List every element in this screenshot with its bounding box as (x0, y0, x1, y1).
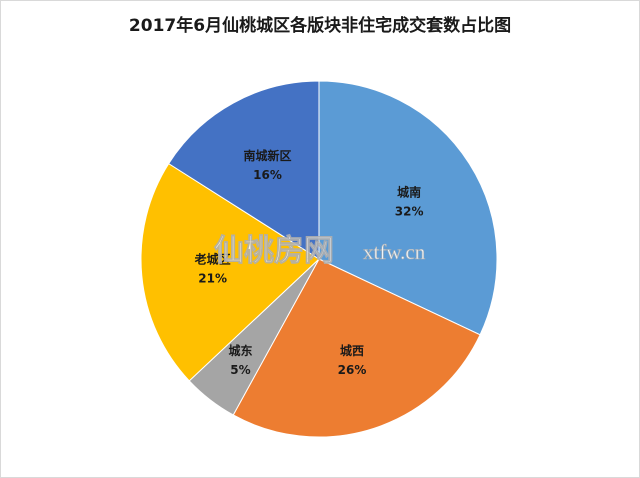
value-label: 5% (230, 363, 250, 377)
value-label: 16% (253, 168, 282, 182)
value-label: 32% (395, 204, 424, 218)
watermark: xtfw.cn (363, 240, 426, 264)
watermark: 仙桃房网 (214, 234, 334, 269)
labels: 城南 32% 城西 26% 城东 5% 老城区 21% 南城新区 16% (195, 148, 424, 377)
category-label: 南城新区 (244, 148, 292, 163)
value-label: 21% (198, 272, 227, 286)
value-label: 26% (338, 363, 367, 377)
category-label: 老城区 (195, 252, 231, 267)
category-label: 城南 (397, 184, 421, 199)
pie-slice (168, 80, 320, 260)
pie (140, 80, 498, 438)
category-label: 城西 (340, 343, 364, 358)
category-label: 城东 (228, 343, 252, 358)
pie-slice (140, 162, 320, 382)
chart-title: 2017年6月仙桃城区各版块非住宅成交套数占比图 (129, 15, 511, 36)
pie-slice (318, 80, 498, 336)
